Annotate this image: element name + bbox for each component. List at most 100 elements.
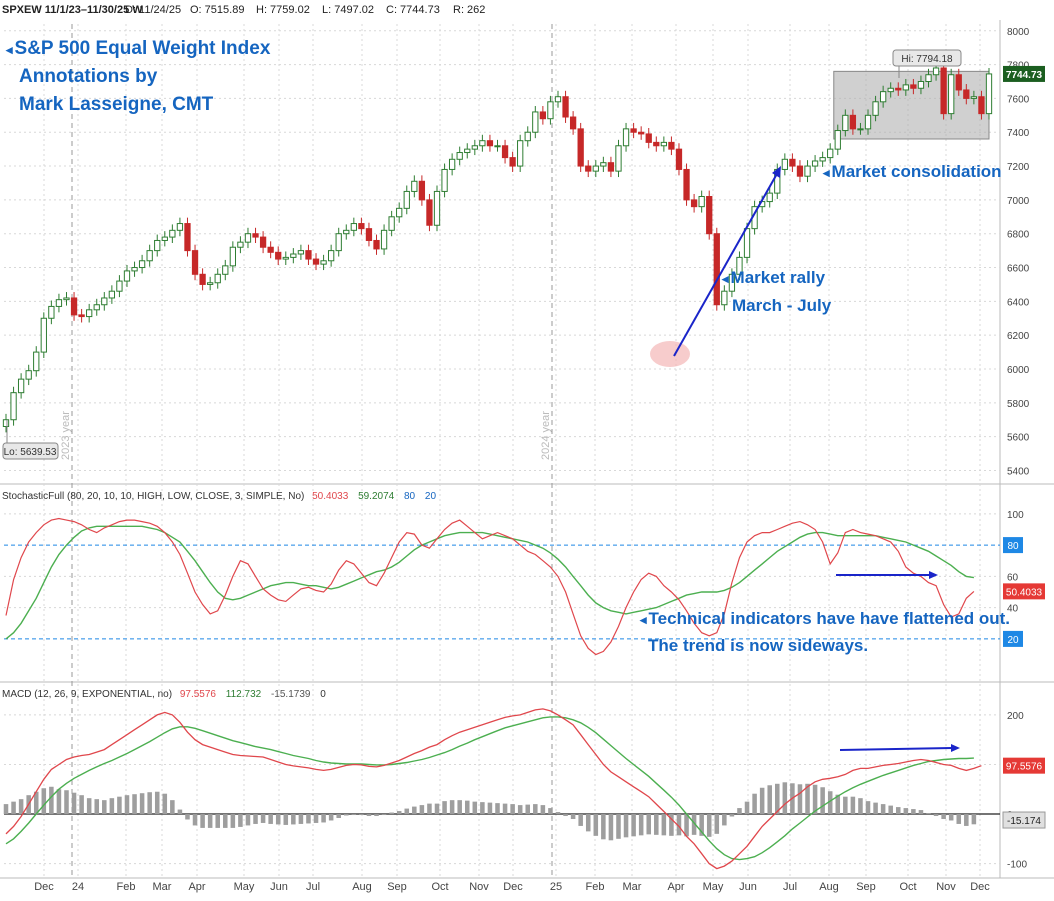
candle-down <box>259 236 267 248</box>
macd-histogram-bar <box>117 796 122 815</box>
candle-up <box>169 229 176 238</box>
macd-histogram-bar <box>873 802 878 815</box>
candle-down <box>199 273 206 285</box>
candle-down <box>267 246 274 253</box>
macd-histogram-bar <box>275 814 281 825</box>
stoch-flat-arrowhead <box>929 571 938 579</box>
macd-histogram-bar <box>865 801 871 815</box>
macd-histogram-bar <box>525 804 531 815</box>
macd-histogram-bar <box>570 814 576 819</box>
candle-up <box>532 111 539 133</box>
macd-histogram-bar <box>33 791 39 815</box>
candle-up <box>464 148 471 154</box>
macd-hist-value: -15.1739 <box>270 689 311 700</box>
stoch-level-box <box>1003 537 1023 554</box>
macd-histogram-bar <box>517 805 523 815</box>
candle-up <box>17 378 25 394</box>
candle-up <box>343 229 350 235</box>
candle-down <box>585 165 592 172</box>
candle-down <box>539 111 547 120</box>
macd-histogram-bar <box>434 803 440 815</box>
candle-down <box>78 314 85 318</box>
candle-up <box>827 148 834 159</box>
candle-down <box>569 116 577 130</box>
macd-histogram-bar <box>49 786 54 815</box>
candle-up <box>547 101 554 120</box>
macd-histogram-bar <box>487 802 493 815</box>
candle-up <box>176 223 184 231</box>
macd-histogram-bar <box>964 814 969 826</box>
macd-histogram-bar <box>623 814 629 838</box>
x-tick-label: Jul <box>306 881 320 893</box>
last-price-label: 7744.73 <box>1006 70 1043 81</box>
lo-bubble <box>2 442 59 460</box>
candle-up <box>55 299 63 307</box>
price-tick-label: 7000 <box>1007 196 1030 207</box>
candle-down <box>275 251 282 260</box>
candle-down <box>607 162 615 172</box>
macd-histogram-bar <box>858 798 863 815</box>
macd-histogram-bar <box>321 814 326 823</box>
macd-histogram-bar <box>850 796 856 815</box>
macd-histogram-bar <box>147 792 152 815</box>
stoch-tick-label: 40 <box>1007 604 1019 615</box>
stoch-study-name[interactable]: StochasticFull (80, 20, 10, 10, HIGH, LO… <box>2 491 305 502</box>
candle-up <box>131 267 138 272</box>
rally-arrow-line <box>673 171 779 357</box>
macd-histogram-bar <box>480 802 485 815</box>
stoch-pane-label: StochasticFull (80, 20, 10, 10, HIGH, LO… <box>2 491 438 502</box>
macd-histogram-bar <box>646 814 651 835</box>
candle-up <box>925 74 932 82</box>
candle-up <box>146 250 153 262</box>
macd-histogram-bar <box>132 794 137 815</box>
macd-pane-label: MACD (12, 26, 9, EXPONENTIAL, no) 97.557… <box>2 689 328 700</box>
macd-histogram-bar <box>328 814 334 821</box>
macd-histogram-bar <box>170 800 175 815</box>
candle-down <box>252 233 259 238</box>
candle-up <box>320 260 327 265</box>
candle-down <box>418 180 426 201</box>
candle-down <box>486 140 494 147</box>
macd-histogram-bar <box>691 814 697 835</box>
macd-histogram-bar <box>291 814 296 825</box>
macd-histogram-bar <box>351 814 357 816</box>
candle-down <box>509 157 516 167</box>
candle-up <box>108 290 116 299</box>
candle-up <box>290 253 297 258</box>
macd-zero-value: 0 <box>320 689 326 700</box>
macd-histogram-bar <box>412 806 417 815</box>
stoch-level-label: 20 <box>1007 635 1019 646</box>
macd-histogram-bar <box>419 805 425 815</box>
macd-histogram-bar <box>298 814 304 824</box>
macd-histogram-bar <box>797 784 803 815</box>
macd-histogram-bar <box>79 795 84 815</box>
title-annotation-1: S&P 500 Equal Weight Index <box>6 38 271 60</box>
price-tick-label: 6400 <box>1007 297 1030 308</box>
price-tick-label: 5800 <box>1007 399 1030 410</box>
symbol-label[interactable]: SPXEW 11/1/23–11/30/25 W <box>2 4 143 16</box>
macd-histogram-bar <box>699 814 704 836</box>
macd-tick-label: 200 <box>1007 711 1024 722</box>
candle-up <box>33 351 40 372</box>
macd-histogram-bar <box>139 793 145 815</box>
macd-histogram-bar <box>457 800 462 815</box>
macd-histogram-bar <box>502 803 508 815</box>
candle-up <box>154 239 161 252</box>
candle-down <box>895 87 902 91</box>
stoch-tick-label: 60 <box>1007 572 1019 583</box>
macd-histogram-bar <box>56 789 62 815</box>
candle-up <box>433 190 441 226</box>
macd-histogram-bar <box>404 808 410 815</box>
candle-up <box>63 297 70 301</box>
candle-down <box>675 148 683 170</box>
macd-histogram-bar <box>359 814 364 816</box>
candle-up <box>819 157 826 162</box>
macd-histogram-bar <box>706 814 712 837</box>
candle-down <box>645 133 652 143</box>
hi-label: Hi: 7794.18 <box>901 54 953 65</box>
candle-up <box>887 87 894 93</box>
candle-down <box>683 168 690 201</box>
macd-study-name[interactable]: MACD (12, 26, 9, EXPONENTIAL, no) <box>2 689 173 700</box>
x-tick-label: Feb <box>586 881 605 893</box>
candle-down <box>653 141 660 147</box>
